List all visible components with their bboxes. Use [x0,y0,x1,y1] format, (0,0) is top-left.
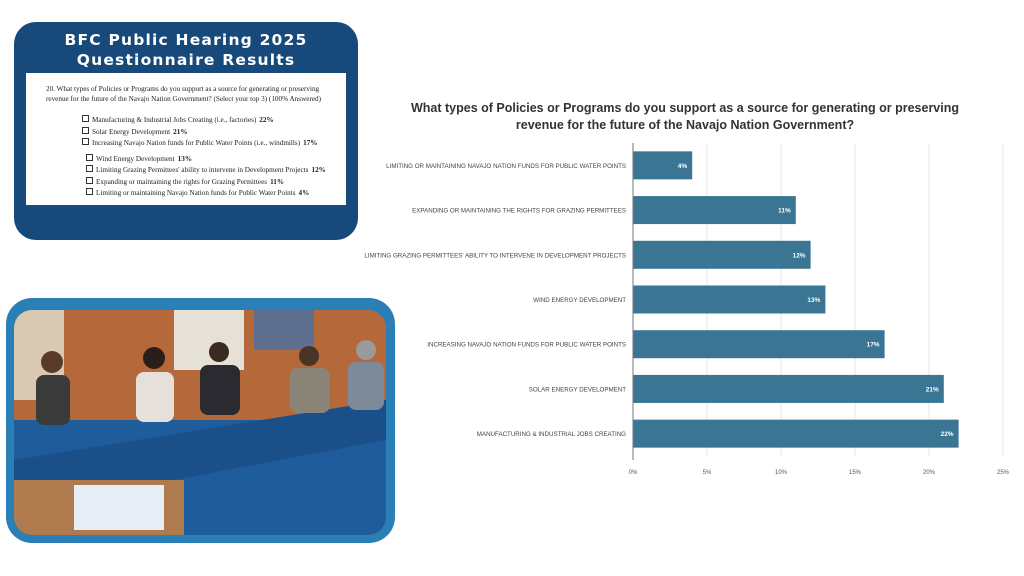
category-label: WIND ENERGY DEVELOPMENT [533,297,626,304]
option-percent: 4% [298,189,310,197]
category-label: EXPANDING OR MAINTAINING THE RIGHTS FOR … [412,208,626,215]
card-title: BFC Public Hearing 2025 Questionnaire Re… [14,30,358,70]
data-label: 21% [926,386,939,393]
option-percent: 22% [259,116,274,124]
data-label: 11% [778,208,791,215]
bar [633,285,826,314]
option-item: Limiting Grazing Permittees' ability to … [86,165,326,177]
option-item: Solar Energy Development 21% [82,126,326,139]
x-tick-label: 10% [775,470,788,476]
checkbox-icon [86,153,93,161]
data-label: 4% [678,163,688,170]
option-list: Manufacturing & Industrial Jobs Creating… [82,115,326,200]
option-item: Expanding or maintaining the rights for … [86,176,326,189]
checkbox-icon [86,188,93,195]
card-title-line1: BFC Public Hearing 2025 [64,31,308,49]
bar [633,330,885,359]
option-percent: 12% [311,166,326,174]
category-label: MANUFACTURING & INDUSTRIAL JOBS CREATING [477,431,626,438]
x-tick-label: 0% [629,470,638,476]
data-label: 22% [941,431,954,438]
option-label: Solar Energy Development [92,127,171,136]
option-label: Increasing Navajo Nation funds for Publi… [92,139,301,147]
hearing-photo [14,310,386,535]
data-label: 17% [867,342,880,349]
bar [633,240,811,269]
data-label: 12% [793,252,806,259]
category-label: LIMITING OR MAINTAINING NAVAJO NATION FU… [386,163,626,170]
x-tick-label: 25% [997,470,1010,476]
option-label: Wind Energy Development [96,154,175,163]
option-label: Limiting or maintaining Navajo Nation fu… [96,189,296,197]
data-label: 13% [807,297,820,304]
bar [633,151,693,180]
option-percent: 11% [270,177,285,186]
questionnaire-card: BFC Public Hearing 2025 Questionnaire Re… [14,22,358,240]
question-text: 20. What types of Policies or Programs d… [46,85,322,103]
option-percent: 21% [173,127,188,136]
option-percent: 17% [303,139,318,147]
category-label: LIMITING GRAZING PERMITTEES' ABILITY TO … [364,252,626,259]
option-item: Wind Energy Development 13% [86,153,326,166]
x-tick-label: 5% [703,470,712,476]
checkbox-icon [82,126,89,134]
category-label: INCREASING NAVAJO NATION FUNDS FOR PUBLI… [427,342,626,349]
option-label: Manufacturing & Industrial Jobs Creating… [92,116,257,124]
chart-title: What types of Policies or Programs do yo… [410,101,960,132]
bar [633,419,959,448]
option-label: Expanding or maintaining the rights for … [96,177,268,186]
hearing-photo-illustration [14,310,386,535]
card-title-line2: Questionnaire Results [76,51,296,69]
option-item: Increasing Navajo Nation funds for Publi… [82,138,326,150]
checkbox-icon [86,165,93,172]
checkbox-icon [86,176,93,184]
option-label: Limiting Grazing Permittees' ability to … [96,166,309,174]
checkbox-icon [82,115,89,122]
x-tick-label: 15% [849,470,862,476]
checkbox-icon [82,138,89,145]
bar [633,196,796,225]
option-item: Manufacturing & Industrial Jobs Creating… [82,115,326,127]
questionnaire-excerpt: 20. What types of Policies or Programs d… [26,73,346,205]
option-item: Limiting or maintaining Navajo Nation fu… [86,188,326,200]
x-tick-label: 20% [923,470,936,476]
option-percent: 13% [177,154,192,163]
bar [633,374,944,403]
category-label: SOLAR ENERGY DEVELOPMENT [529,386,626,393]
